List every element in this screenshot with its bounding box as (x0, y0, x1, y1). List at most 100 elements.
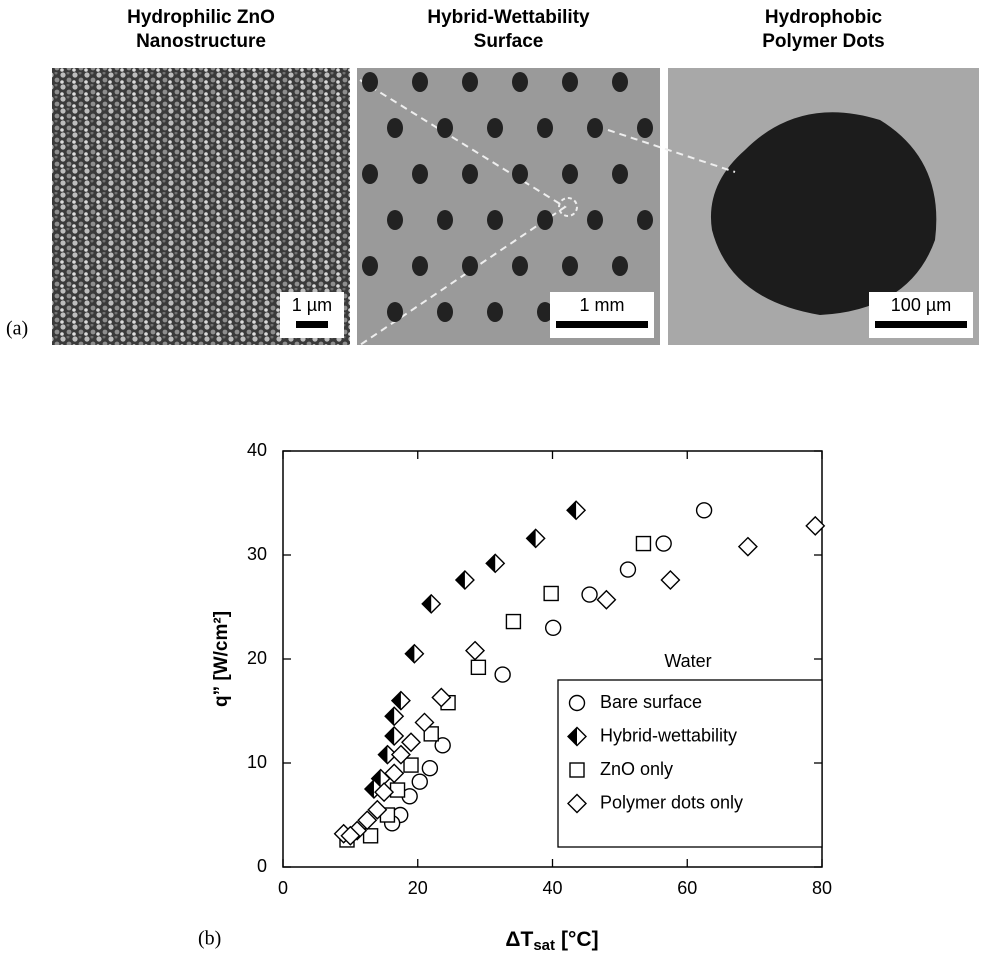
scale-label: 1 µm (292, 295, 332, 315)
image-dot (437, 210, 453, 230)
marker (737, 536, 758, 557)
image-dot (587, 210, 603, 230)
image-dot (387, 210, 403, 230)
marker (543, 585, 559, 602)
image-title: Hybrid-Wettability (427, 7, 590, 28)
marker-shape (357, 810, 378, 831)
scale-bar (296, 321, 328, 328)
marker-shape (421, 760, 439, 777)
image-panels (52, 68, 979, 346)
image-dot (362, 256, 378, 276)
image-dot (362, 72, 378, 92)
panel-label: (b) (198, 928, 221, 950)
image-dot (537, 118, 553, 138)
image-dot (362, 164, 378, 184)
image-dot (512, 256, 528, 276)
image-dot (637, 210, 653, 230)
marker (465, 640, 486, 661)
marker (695, 502, 713, 519)
marker (403, 757, 419, 773)
image-dot (512, 72, 528, 92)
marker-fill (455, 570, 465, 589)
image-dot (587, 118, 603, 138)
marker-shape (805, 515, 826, 536)
y-tick-label: 0 (257, 856, 267, 876)
marker-shape (411, 773, 428, 790)
y-axis-label: q” [W/cm²] (211, 611, 232, 707)
marker-shape (737, 536, 758, 557)
marker (384, 725, 405, 746)
marker (660, 569, 681, 590)
marker-fill (378, 745, 388, 764)
image-dot (562, 256, 578, 276)
image-dot (462, 72, 478, 92)
marker-shape (544, 619, 562, 636)
marker-shape (470, 659, 487, 676)
marker-shape (635, 535, 652, 552)
marker (434, 737, 451, 754)
marker (423, 726, 439, 742)
marker-shape (423, 726, 439, 742)
legend-label: ZnO only (600, 759, 673, 779)
marker-fill (526, 529, 536, 548)
y-tick-label: 30 (247, 544, 267, 564)
marker (390, 744, 411, 765)
scale-box (280, 292, 344, 338)
marker-shape (389, 782, 406, 798)
marker (390, 690, 411, 711)
marker-shape (596, 589, 617, 610)
marker (566, 500, 587, 521)
scale-label: 100 µm (891, 295, 951, 315)
marker (525, 528, 546, 549)
marker-fill (391, 691, 401, 710)
marker (505, 613, 522, 630)
scale-bar (556, 321, 648, 328)
marker-shape (431, 687, 452, 708)
image-dot (612, 164, 628, 184)
marker-fill (568, 727, 577, 746)
marker-shape (505, 613, 522, 630)
marker (431, 687, 452, 708)
zoom-line (607, 129, 736, 173)
scale-box (550, 292, 654, 338)
image-dot (487, 118, 503, 138)
marker (367, 799, 388, 820)
marker (401, 732, 422, 753)
marker-shape (374, 782, 395, 803)
image-dot (487, 302, 503, 322)
legend-label: Bare surface (600, 692, 702, 712)
marker-shape (465, 640, 486, 661)
x-axis-label: ΔTsat [°C] (505, 928, 598, 954)
x-axis-label-unit: [°C] (561, 928, 599, 951)
marker (340, 825, 361, 846)
image-dot (537, 210, 553, 230)
panel-label: (a) (6, 318, 28, 340)
image-dot (612, 72, 628, 92)
image-dot (537, 302, 553, 322)
marker-shape (543, 585, 559, 602)
image-dot (562, 72, 578, 92)
image-dot (612, 256, 628, 276)
image-dot (412, 72, 428, 92)
marker-shape (567, 793, 587, 814)
x-tick-label: 20 (408, 878, 428, 898)
marker-shape (581, 586, 598, 603)
marker (421, 593, 442, 614)
image-dot (562, 164, 578, 184)
marker-shape (660, 569, 681, 590)
x-tick-label: 80 (812, 878, 832, 898)
scale-bar (875, 321, 967, 328)
marker-fill (385, 707, 395, 726)
marker (655, 535, 672, 552)
marker (404, 643, 425, 664)
marker (485, 553, 506, 574)
polymer-dot (710, 112, 937, 315)
image-dot (637, 118, 653, 138)
image-dot (512, 164, 528, 184)
marker-shape (390, 744, 411, 765)
marker-shape (568, 694, 586, 712)
marker (411, 773, 428, 790)
marker-fill (567, 501, 577, 520)
image-dot (387, 302, 403, 322)
